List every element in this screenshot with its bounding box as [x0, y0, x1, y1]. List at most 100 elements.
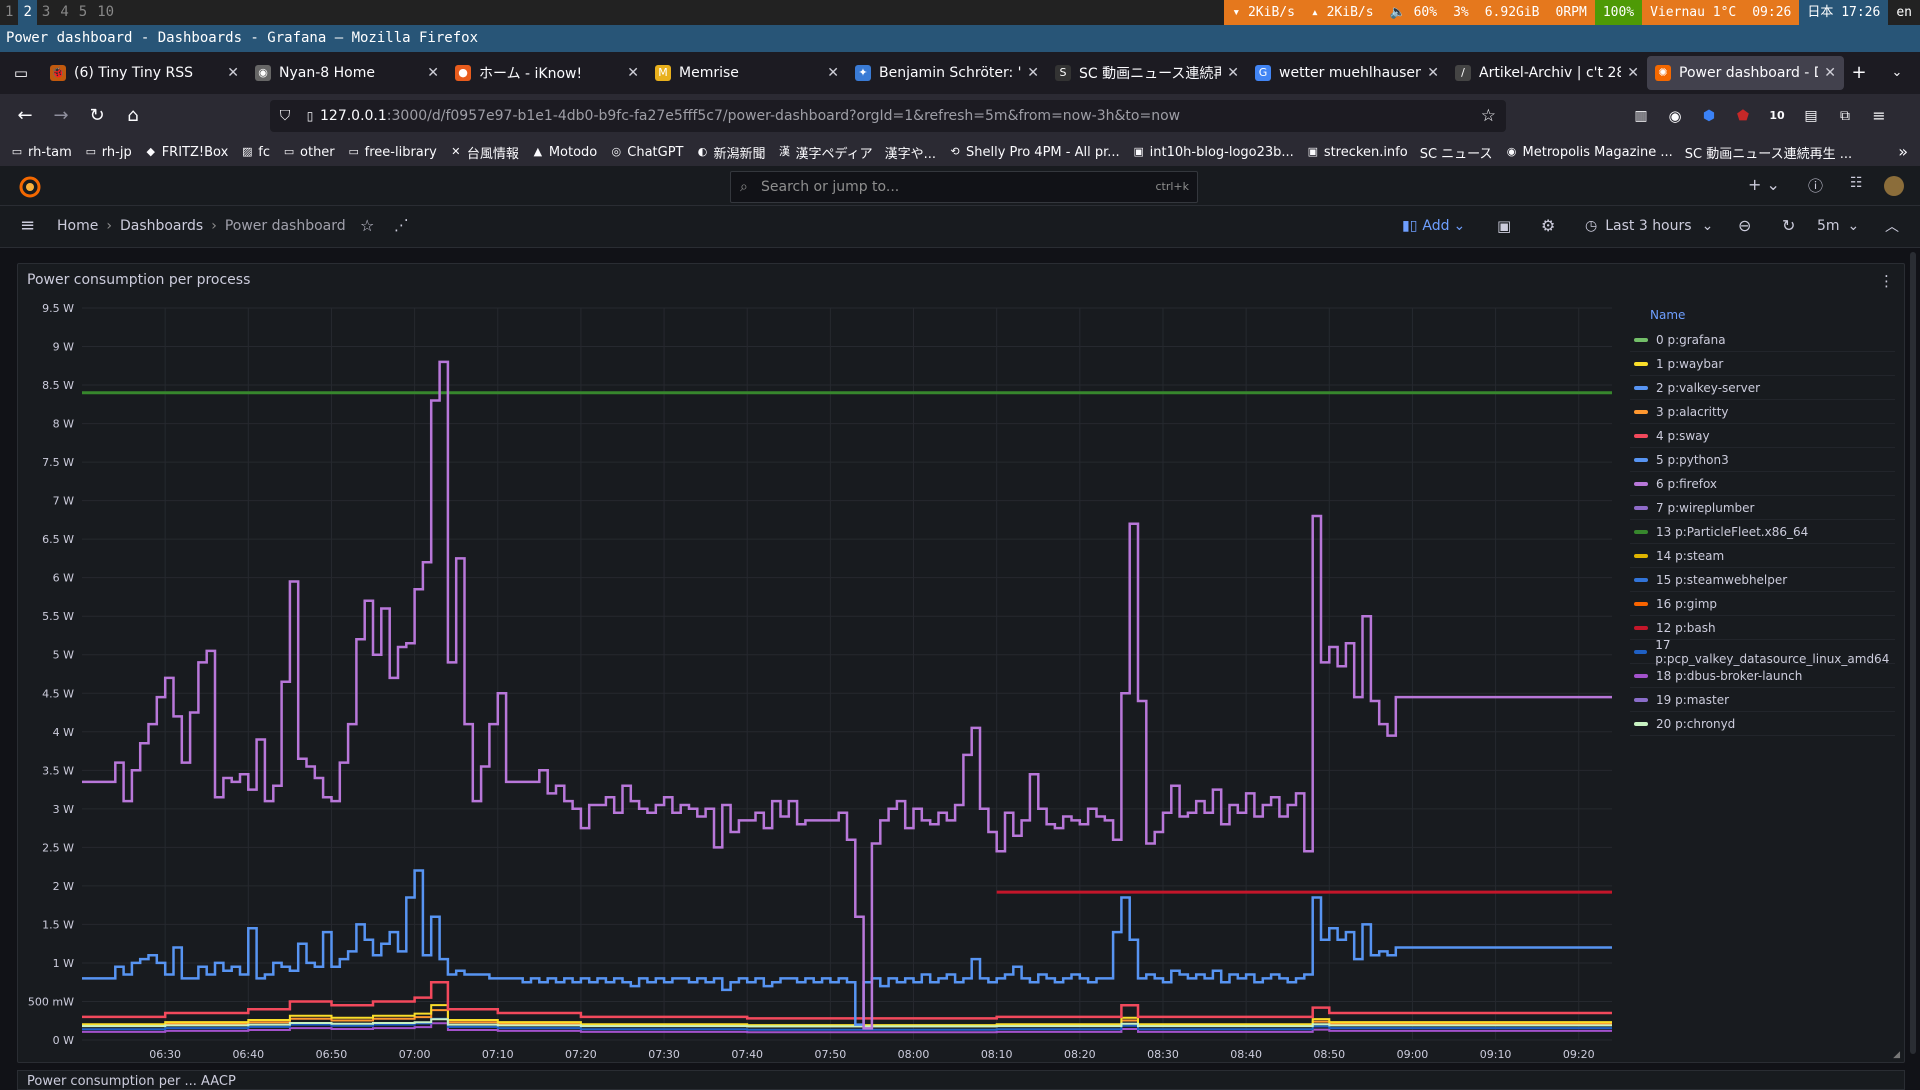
forward-icon[interactable]: → [53, 105, 69, 126]
legend-item[interactable]: 1 p:waybar [1630, 352, 1895, 376]
tab-close-icon[interactable]: ✕ [427, 65, 439, 81]
panel-menu-icon[interactable]: ⋮ [1879, 272, 1894, 290]
bookmark-item[interactable]: ⟲ Shelly Pro 4PM - All pr... [942, 140, 1126, 164]
legend-item[interactable]: 17 p:pcp_valkey_datasource_linux_amd64 [1630, 638, 1895, 666]
bookmark-item[interactable]: ◉ Metropolis Magazine ... [1499, 140, 1679, 164]
bookmark-item[interactable]: SC ニュース [1414, 140, 1499, 164]
browser-tab[interactable]: ● ホーム - iKnow! ✕ [447, 56, 647, 90]
tab-close-icon[interactable]: ✕ [227, 65, 239, 81]
vertical-scrollbar[interactable] [1910, 252, 1916, 1054]
workspace-5[interactable]: 5 [78, 4, 88, 20]
save-icon[interactable]: ▣ [1497, 217, 1512, 235]
bookmark-item[interactable]: ▨ fc [234, 140, 276, 164]
browser-tab[interactable]: S SC 動画ニュース連続再生 ✕ [1047, 56, 1247, 90]
tab-close-icon[interactable]: ✕ [1824, 65, 1836, 81]
reader-view-icon[interactable]: ▥ [1634, 108, 1648, 124]
legend-item[interactable]: 15 p:steamwebhelper [1630, 568, 1895, 592]
extension-ten-icon[interactable]: 10 [1769, 109, 1785, 122]
list-all-tabs-icon[interactable]: ⌄ [1891, 65, 1903, 80]
bookmark-item[interactable]: SC 動画ニュース連続再生 ... [1679, 140, 1858, 164]
settings-gear-icon[interactable]: ⚙ [1541, 216, 1556, 235]
news-rss-icon[interactable]: ☷ [1850, 175, 1863, 191]
tab-close-icon[interactable]: ✕ [1627, 65, 1639, 81]
bookmark-item[interactable]: 漢漢字ペディア [772, 140, 879, 164]
legend-item[interactable]: 13 p:ParticleFleet.x86_64 [1630, 520, 1895, 544]
add-button[interactable]: ▮▯ Add ⌄ [1402, 218, 1465, 234]
workspace-2[interactable]: 2 [18, 0, 37, 25]
legend-item[interactable]: 12 p:bash [1630, 616, 1895, 640]
collapse-chevron-up-icon[interactable]: ︿ [1885, 219, 1899, 235]
url-bar[interactable]: ⛉ ▯ 127.0.0.1:3000/d/f0957e97-b1e1-4db0-… [270, 100, 1506, 132]
bookmark-item[interactable]: ◎ ChatGPT [603, 140, 689, 164]
breadcrumb-dashboards[interactable]: Dashboards [119, 218, 204, 234]
star-icon[interactable]: ☆ [360, 216, 375, 235]
extension-ublock-icon[interactable]: ⬟ [1736, 108, 1750, 124]
bookmark-item[interactable]: ▣ int10h-blog-logo23b... [1126, 140, 1300, 164]
new-tab-button[interactable]: + [1851, 62, 1867, 83]
refresh-interval-picker[interactable]: 5m ⌄ [1817, 218, 1859, 234]
tab-list-icon[interactable]: ▭ [13, 64, 29, 82]
browser-tab[interactable]: 🐞 (6) Tiny Tiny RSS ✕ [42, 56, 247, 90]
bookmark-item[interactable]: ▣ strecken.info [1300, 140, 1414, 164]
reload-icon[interactable]: ↻ [89, 105, 105, 126]
legend-header[interactable]: Name [1650, 308, 1686, 322]
workspace-3[interactable]: 3 [41, 4, 51, 20]
account-icon[interactable]: ◉ [1668, 107, 1682, 125]
bookmark-item[interactable]: ▭ rh-jp [78, 140, 138, 164]
grafana-logo-icon[interactable] [19, 176, 41, 198]
tab-close-icon[interactable]: ✕ [1027, 65, 1039, 81]
help-icon[interactable]: ⓘ [1808, 177, 1824, 195]
bookmark-item[interactable]: ✕ 台風情報 [443, 140, 525, 164]
legend-item[interactable]: 7 p:wireplumber [1630, 496, 1895, 520]
zoom-out-icon[interactable]: ⊖ [1738, 216, 1752, 235]
extension-blue-icon[interactable]: ⬢ [1702, 108, 1716, 124]
legend-item[interactable]: 6 p:firefox [1630, 472, 1895, 496]
menu-hamburger-icon[interactable]: ≡ [20, 215, 36, 236]
search-input[interactable]: ⌕ Search or jump to... ctrl+k [730, 171, 1198, 203]
legend-item[interactable]: 0 p:grafana [1630, 328, 1895, 352]
bookmark-item[interactable]: ▲ Motodo [525, 140, 603, 164]
legend-item[interactable]: 3 p:alacritty [1630, 400, 1895, 424]
browser-tab[interactable]: / Artikel-Archiv | c't 28/ ✕ [1447, 56, 1647, 90]
extension-card-icon[interactable]: ▤ [1804, 108, 1818, 124]
workspace-1[interactable]: 1 [5, 4, 14, 20]
legend-item[interactable]: 19 p:master [1630, 688, 1895, 712]
extensions-puzzle-icon[interactable]: ⧉ [1840, 108, 1850, 124]
time-picker[interactable]: ◷ Last 3 hours ⌄ [1585, 218, 1713, 234]
legend-item[interactable]: 20 p:chronyd [1630, 712, 1895, 736]
browser-tab[interactable]: ✺ Power dashboard - Da ✕ [1647, 56, 1844, 90]
legend-item[interactable]: 2 p:valkey-server [1630, 376, 1895, 400]
bookmarks-overflow-icon[interactable]: » [1898, 142, 1908, 161]
tab-close-icon[interactable]: ✕ [627, 65, 639, 81]
breadcrumb-home[interactable]: Home [57, 218, 99, 234]
refresh-icon[interactable]: ↻ [1782, 216, 1796, 235]
share-icon[interactable]: ⋰ [394, 216, 409, 234]
bookmark-item[interactable]: ◆ FRITZ!Box [138, 140, 235, 164]
home-icon[interactable]: ⌂ [127, 105, 139, 126]
tab-close-icon[interactable]: ✕ [827, 65, 839, 81]
bookmark-item[interactable]: ▭ rh-tam [4, 140, 78, 164]
workspace-10[interactable]: 10 [97, 4, 115, 20]
avatar[interactable] [1884, 176, 1904, 196]
bookmark-item[interactable]: ◐ 新潟新聞 [690, 140, 772, 164]
shield-icon[interactable]: ⛉ [279, 108, 291, 124]
resize-handle-icon[interactable]: ◢ [1893, 1050, 1900, 1060]
browser-tab[interactable]: ✦ Benjamin Schröter: "Fi ✕ [847, 56, 1047, 90]
bookmark-item[interactable]: 漢字や... [879, 140, 942, 164]
legend-item[interactable]: 16 p:gimp [1630, 592, 1895, 616]
legend-item[interactable]: 18 p:dbus-broker-launch [1630, 664, 1895, 688]
new-plus-icon[interactable]: + ⌄ [1748, 175, 1780, 194]
tab-close-icon[interactable]: ✕ [1427, 65, 1439, 81]
legend-item[interactable]: 14 p:steam [1630, 544, 1895, 568]
back-icon[interactable]: ← [17, 105, 33, 126]
bookmark-item[interactable]: ▭ free-library [341, 140, 443, 164]
bookmark-star-icon[interactable]: ☆ [1480, 106, 1496, 126]
legend-item[interactable]: 4 p:sway [1630, 424, 1895, 448]
tab-close-icon[interactable]: ✕ [1227, 65, 1239, 81]
page-info-icon[interactable]: ▯ [306, 109, 314, 123]
browser-tab[interactable]: ◉ Nyan-8 Home ✕ [247, 56, 447, 90]
browser-tab[interactable]: M Memrise ✕ [647, 56, 847, 90]
legend-item[interactable]: 5 p:python3 [1630, 448, 1895, 472]
workspace-4[interactable]: 4 [60, 4, 69, 20]
